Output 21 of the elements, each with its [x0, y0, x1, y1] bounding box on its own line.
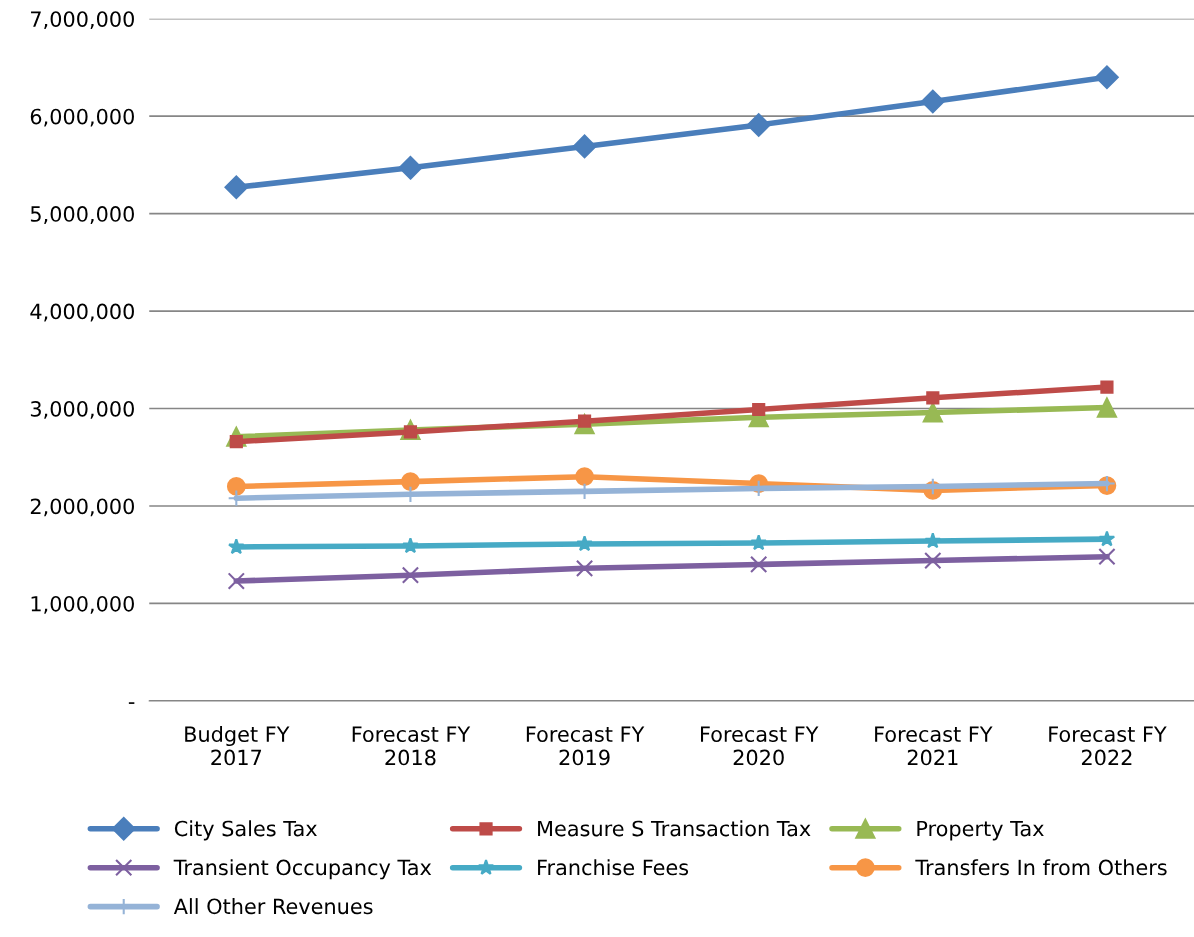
x-tick-label: Forecast FY 2019	[526, 726, 645, 766]
y-tick-label: 2,000,000	[30, 498, 134, 517]
legend-label: City Sales Tax	[174, 820, 317, 841]
legend-label: Measure S Transaction Tax	[538, 820, 811, 837]
x-tick-label: Forecast FY 2020	[701, 726, 819, 766]
legend-label: Property Tax	[917, 820, 1044, 841]
y-tick-label: 3,000,000	[30, 400, 134, 419]
legend-label: All Other Revenues	[173, 898, 373, 915]
y-tick-label: 6,000,000	[30, 108, 134, 127]
y-tick-label: -	[128, 702, 135, 704]
x-tick-label: Forecast FY 2021	[875, 726, 993, 766]
legend-label: Transfers In from Others	[915, 859, 1167, 876]
y-tick-label: 7,000,000	[31, 11, 134, 30]
legend-label: Franchise Fees	[538, 859, 689, 876]
x-tick-label: Forecast FY 2022	[1049, 726, 1167, 766]
y-tick-label: 5,000,000	[30, 206, 134, 224]
y-tick-label: 1,000,000	[31, 595, 134, 614]
y-tick-label: 4,000,000	[30, 303, 134, 322]
x-tick-label: Forecast FY 2018	[352, 726, 471, 766]
x-tick-label: Budget FY 2017	[185, 725, 290, 766]
legend-label: Transient Occupancy Tax	[173, 859, 432, 880]
